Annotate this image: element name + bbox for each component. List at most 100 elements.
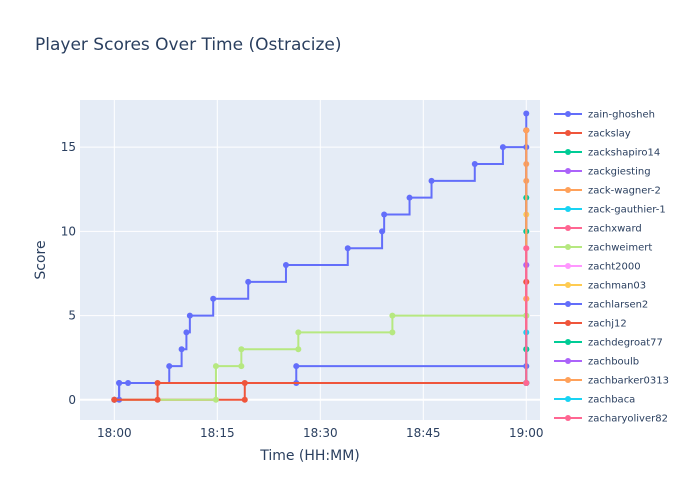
legend-item-zachbarker0313[interactable]: zachbarker0313 (554, 376, 669, 387)
legend-label: zachdegroat77 (588, 338, 663, 349)
legend-marker (565, 130, 571, 136)
data-point (389, 329, 396, 336)
series-layer (111, 110, 530, 403)
data-point (293, 363, 300, 370)
data-point (111, 396, 118, 403)
legend-item-zain-ghosheh[interactable]: zain-ghosheh (554, 110, 655, 121)
series-zacharyoliver82 (523, 245, 530, 386)
legend-label: zachbarker0313 (588, 376, 669, 387)
legend-marker (565, 358, 571, 364)
data-point (154, 396, 161, 403)
legend-item-zacharyoliver82[interactable]: zacharyoliver82 (554, 414, 668, 425)
plot-background (80, 100, 540, 420)
legend-item-zachdegroat77[interactable]: zachdegroat77 (554, 338, 663, 349)
legend-item-zachlarsen2[interactable]: zachlarsen2 (554, 300, 648, 311)
legend-item-zachboulb[interactable]: zachboulb (554, 357, 639, 368)
y-tick-label: 5 (68, 309, 76, 323)
data-point (295, 346, 302, 353)
y-tick-label: 0 (68, 393, 76, 407)
data-point (523, 245, 530, 252)
x-axis-ticks: 18:00 18:15 18:30 18:45 19:00 (97, 426, 544, 440)
y-axis-ticks: 0 5 10 15 (61, 140, 76, 407)
data-point (210, 295, 217, 302)
data-point (245, 278, 252, 285)
x-tick-label: 18:30 (303, 426, 338, 440)
legend-marker (565, 225, 571, 231)
legend-label: zachbaca (588, 395, 635, 406)
x-tick-label: 18:45 (406, 426, 441, 440)
legend-item-zachbaca[interactable]: zachbaca (554, 395, 635, 406)
legend-marker (565, 282, 571, 288)
legend-label: zachman03 (588, 281, 646, 292)
data-point (154, 379, 161, 386)
legend-item-zachweimert[interactable]: zachweimert (554, 243, 652, 254)
legend-marker (565, 244, 571, 250)
data-point (116, 379, 123, 386)
legend-label: zackgiesting (588, 167, 651, 178)
legend-marker (565, 187, 571, 193)
legend-label: zacht2000 (588, 262, 641, 273)
legend-item-zackslay[interactable]: zackslay (554, 129, 631, 140)
legend-label: zachj12 (588, 319, 627, 330)
legend-label: zackslay (588, 129, 631, 140)
legend-label: zachweimert (588, 243, 652, 254)
data-point (183, 329, 190, 336)
legend-item-zack-gauthier-1[interactable]: zack-gauthier-1 (554, 205, 666, 216)
data-point (406, 194, 413, 201)
data-point (212, 363, 219, 370)
legend-item-zachj12[interactable]: zachj12 (554, 319, 627, 330)
legend-label: zacharyoliver82 (588, 414, 668, 425)
x-tick-label: 18:00 (97, 426, 132, 440)
legend-label: zachxward (588, 224, 642, 235)
legend[interactable]: zain-ghosheh zackslay zackshapiro14 zackgie… (554, 110, 669, 425)
data-point (295, 329, 302, 336)
data-point (471, 161, 478, 167)
legend-item-zacht2000[interactable]: zacht2000 (554, 262, 641, 273)
legend-label: zackshapiro14 (588, 148, 660, 159)
data-point (523, 110, 530, 117)
y-axis-title: Score (33, 240, 49, 279)
legend-label: zack-wagner-2 (588, 186, 661, 197)
data-point (166, 363, 173, 370)
data-point (178, 346, 185, 353)
data-point (379, 228, 386, 235)
legend-marker (565, 206, 571, 212)
data-point (499, 144, 506, 151)
legend-marker (565, 301, 571, 307)
legend-item-zachman03[interactable]: zachman03 (554, 281, 646, 292)
data-point (523, 379, 530, 386)
y-tick-label: 15 (61, 140, 76, 154)
legend-marker (565, 396, 571, 402)
data-point (186, 312, 193, 319)
legend-item-zackgiesting[interactable]: zackgiesting (554, 167, 651, 178)
y-tick-label: 10 (61, 224, 76, 238)
x-tick-label: 18:15 (200, 426, 235, 440)
data-point (381, 211, 388, 218)
data-point (241, 396, 248, 403)
legend-marker (565, 339, 571, 345)
data-point (238, 346, 245, 353)
legend-label: zain-ghosheh (588, 110, 655, 121)
legend-marker (565, 168, 571, 174)
legend-label: zachboulb (588, 357, 639, 368)
data-point (523, 127, 530, 134)
legend-marker (565, 149, 571, 155)
legend-item-zachxward[interactable]: zachxward (554, 224, 642, 235)
legend-marker (565, 415, 571, 421)
legend-label: zack-gauthier-1 (588, 205, 666, 216)
legend-marker (565, 320, 571, 326)
legend-item-zack-wagner-2[interactable]: zack-wagner-2 (554, 186, 661, 197)
legend-marker (565, 263, 571, 269)
data-point (344, 245, 351, 252)
legend-marker (565, 111, 571, 117)
x-tick-label: 19:00 (509, 426, 544, 440)
data-point (212, 396, 219, 403)
legend-item-zackshapiro14[interactable]: zackshapiro14 (554, 148, 660, 159)
data-point (428, 177, 435, 184)
x-axis-title: Time (HH:MM) (259, 448, 360, 464)
chart-title: Player Scores Over Time (Ostracize) (35, 35, 342, 55)
legend-label: zachlarsen2 (588, 300, 648, 311)
data-point (238, 363, 245, 370)
data-point (282, 262, 289, 269)
